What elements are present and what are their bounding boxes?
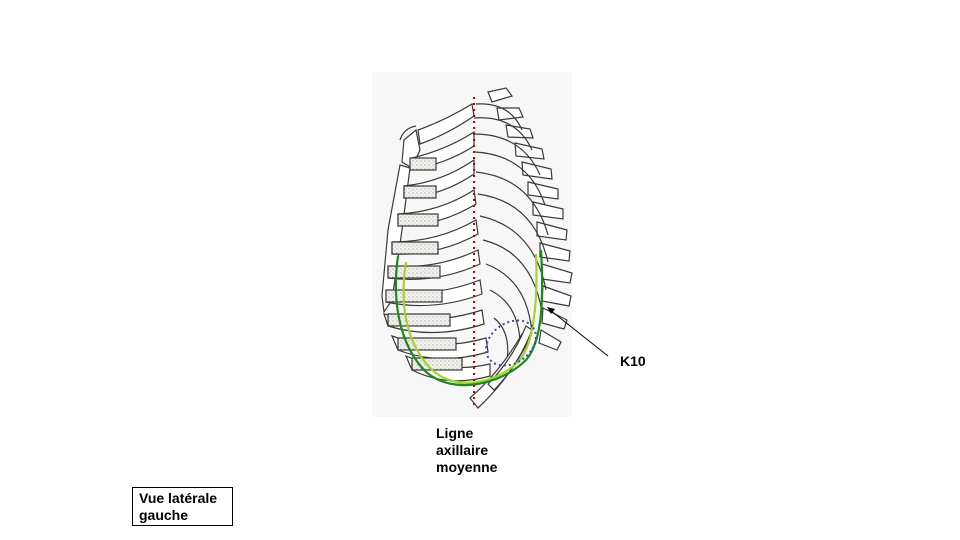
axillary-label-line-1: Ligne bbox=[436, 425, 474, 441]
light-green-outline bbox=[402, 253, 538, 384]
k10-region-ellipse bbox=[485, 319, 537, 367]
axillary-label-line-2: axillaire bbox=[436, 442, 489, 458]
dark-green-outline bbox=[394, 249, 544, 387]
k10-pointer bbox=[547, 307, 609, 357]
spine bbox=[487, 87, 573, 351]
anterior-ribs bbox=[383, 103, 491, 382]
axillary-label-line-3: moyenne bbox=[436, 459, 498, 475]
posterior-ribs bbox=[473, 103, 549, 373]
clavicle bbox=[399, 125, 417, 141]
view-caption-line-1: Vue latérale bbox=[139, 490, 218, 506]
view-caption-line-2: gauche bbox=[139, 507, 189, 523]
mid-axillary-line-label: Ligne axillaire moyenne bbox=[436, 425, 497, 476]
view-caption-box: Vue latérale gauche bbox=[132, 487, 233, 526]
k10-label: K10 bbox=[620, 353, 646, 369]
